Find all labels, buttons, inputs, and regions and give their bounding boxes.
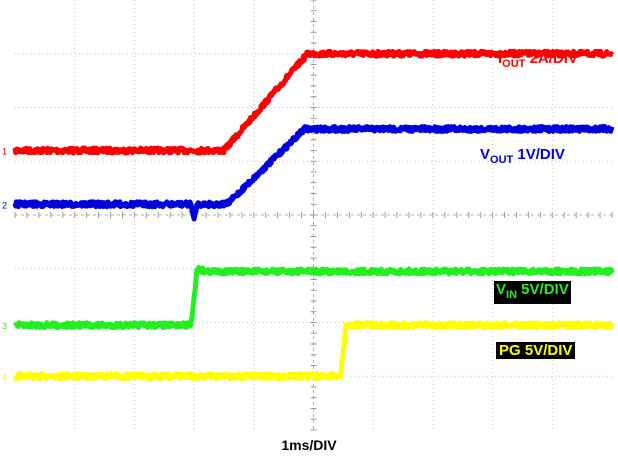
channel-marker: 1 [2, 147, 7, 157]
trace-v-in [12, 264, 615, 331]
trace-group [12, 48, 615, 382]
trace-v-in-edge [15, 267, 612, 327]
iout-scale-label: IOUT 2A/DIV [498, 50, 578, 70]
trace-i-out-edge [15, 52, 612, 152]
channel-marker-group: 1 2 3 4 [2, 147, 7, 383]
vin-scale-label: VIN 5V/DIV [494, 281, 571, 304]
x-axis-label: 1ms/DIV [281, 437, 337, 453]
channel-marker: 3 [2, 321, 7, 331]
plot-grid [14, 0, 613, 431]
pg-scale-label: PG 5V/DIV [496, 342, 576, 359]
trace-v-out-edge [15, 128, 612, 221]
channel-marker: 4 [2, 372, 7, 382]
trace-i-out [12, 48, 615, 156]
trace-pg-edge [15, 324, 612, 378]
channel-marker: 2 [2, 200, 7, 210]
vout-scale-label: VOUT 1V/DIV [480, 146, 565, 166]
